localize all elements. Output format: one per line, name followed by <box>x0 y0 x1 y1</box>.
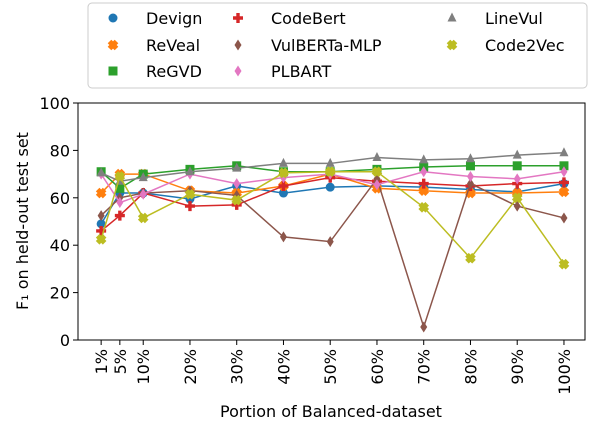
marker <box>278 188 288 198</box>
legend-label: LineVul <box>485 9 543 28</box>
legend-marker <box>108 13 118 23</box>
x-tick-label: 80% <box>461 349 480 385</box>
marker <box>185 166 195 176</box>
marker <box>96 167 106 177</box>
series-line <box>100 170 565 265</box>
marker <box>325 182 335 192</box>
marker <box>420 321 428 333</box>
x-tick-label: 40% <box>274 349 293 385</box>
marker <box>232 162 242 172</box>
marker <box>559 161 569 171</box>
marker <box>466 170 474 182</box>
y-tick-label: 20 <box>50 284 70 303</box>
marker <box>512 161 522 171</box>
marker <box>511 192 523 204</box>
series-line <box>100 177 565 330</box>
legend-marker <box>234 65 242 77</box>
marker <box>116 197 124 209</box>
x-tick-label: 100% <box>555 349 574 395</box>
marker <box>95 187 107 199</box>
marker <box>558 186 570 198</box>
marker <box>279 231 287 243</box>
legend-label: VulBERTa-MLP <box>271 36 382 55</box>
legend-marker <box>447 12 457 22</box>
y-tick-label: 80 <box>50 141 70 160</box>
marker <box>373 179 381 191</box>
marker <box>465 153 475 163</box>
y-tick-label: 40 <box>50 236 70 255</box>
marker <box>418 178 429 189</box>
x-tick-label: 70% <box>415 349 434 385</box>
marker <box>233 178 241 190</box>
marker <box>326 236 334 248</box>
x-tick-label: 30% <box>228 349 247 385</box>
legend-label: CodeBert <box>271 9 346 28</box>
marker <box>371 166 383 178</box>
legend-marker <box>446 39 458 51</box>
y-tick-label: 0 <box>60 331 70 350</box>
marker <box>97 210 105 222</box>
marker <box>138 172 148 182</box>
marker <box>324 166 336 178</box>
y-tick-label: 60 <box>50 189 70 208</box>
marker <box>512 149 522 159</box>
marker <box>372 152 382 162</box>
marker <box>465 161 475 171</box>
marker <box>137 212 149 224</box>
marker <box>559 147 569 157</box>
marker <box>560 166 568 178</box>
marker <box>558 258 570 270</box>
marker <box>231 194 243 206</box>
plot-frame <box>77 102 586 341</box>
legend-label: Code2Vec <box>485 36 564 55</box>
marker <box>115 183 125 193</box>
marker <box>139 188 147 200</box>
marker <box>114 210 125 221</box>
marker <box>465 252 476 264</box>
marker <box>513 173 521 185</box>
marker <box>466 178 474 190</box>
marker <box>418 185 430 196</box>
y-tick-label: 100 <box>39 94 70 113</box>
marker <box>184 201 195 212</box>
marker <box>96 219 106 229</box>
marker <box>558 177 569 188</box>
x-tick-label: 5% <box>111 349 130 374</box>
marker <box>278 180 289 191</box>
legend-marker <box>107 39 119 51</box>
marker <box>419 154 429 164</box>
marker <box>325 157 335 167</box>
legend-label: Devign <box>146 9 202 28</box>
x-tick-label: 60% <box>368 349 387 385</box>
legend-label: ReGVD <box>146 62 202 81</box>
marker <box>278 167 289 179</box>
x-tick-label: 1% <box>92 349 111 374</box>
marker <box>95 233 107 245</box>
y-axis-label: F₁ on held-out test set <box>13 132 32 310</box>
legend-marker <box>108 66 118 76</box>
series-line <box>100 170 565 204</box>
marker <box>114 171 126 182</box>
marker <box>278 157 288 167</box>
x-tick-label: 10% <box>134 349 153 385</box>
x-tick-label: 50% <box>321 349 340 385</box>
marker <box>96 225 107 236</box>
legend-marker <box>234 39 242 51</box>
x-tick-label: 20% <box>181 349 200 385</box>
legend-box <box>87 2 588 89</box>
legend-label: PLBART <box>271 62 331 81</box>
marker <box>420 166 428 178</box>
marker <box>560 212 568 224</box>
series-line <box>100 176 564 232</box>
marker <box>513 200 521 212</box>
marker <box>231 199 242 210</box>
legend-marker <box>233 13 243 23</box>
series-line <box>100 152 565 182</box>
marker <box>184 188 196 200</box>
x-axis-label: Portion of Balanced-dataset <box>220 402 442 421</box>
x-tick-label: 90% <box>508 349 527 385</box>
legend-label: ReVeal <box>146 36 200 55</box>
marker <box>418 201 430 213</box>
